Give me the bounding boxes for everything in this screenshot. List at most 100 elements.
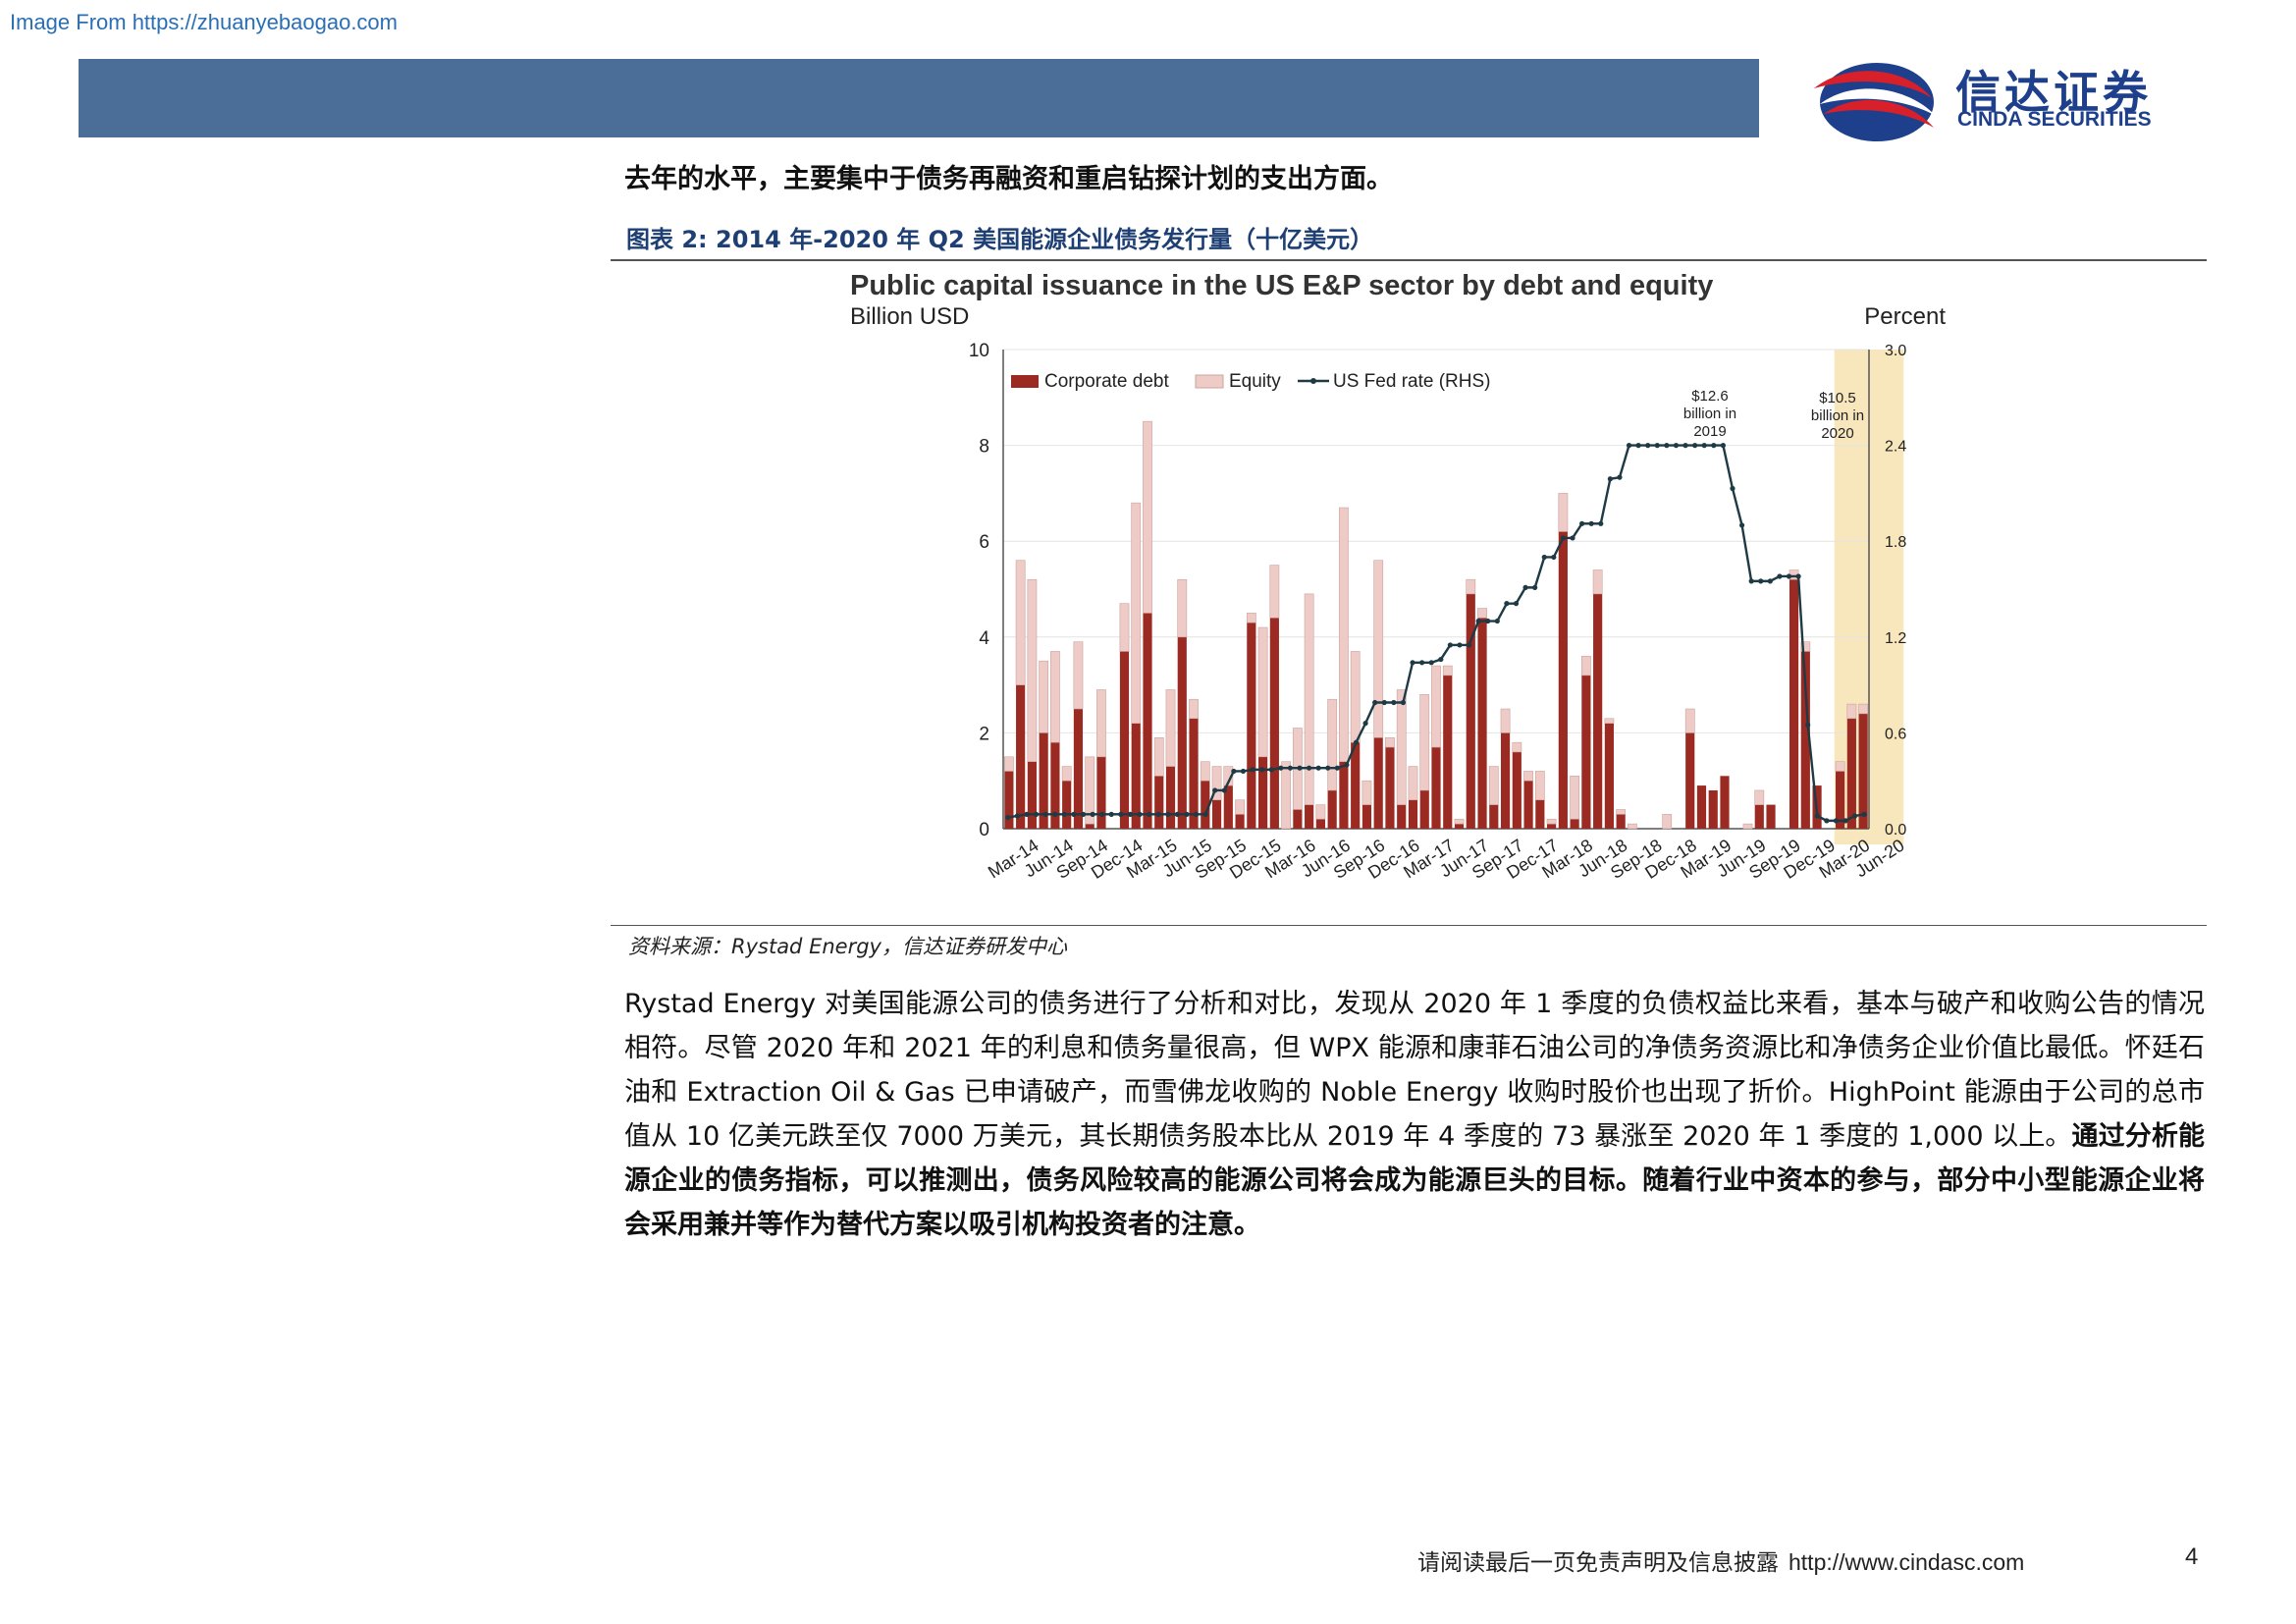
equity-bar	[1396, 689, 1407, 805]
y-tick-right: 1.2	[1885, 630, 1906, 647]
equity-bar	[1558, 493, 1569, 532]
fed-rate-point	[1673, 443, 1680, 449]
fed-rate-point	[1165, 811, 1171, 817]
debt-bar	[1131, 723, 1141, 829]
logo-chinese-text: 信达证券	[1955, 66, 2152, 119]
debt-bar	[1500, 732, 1511, 829]
debt-bar	[1708, 789, 1718, 829]
equity-bar	[1754, 789, 1765, 805]
debt-bar	[1351, 742, 1361, 829]
y-tick-right: 3.0	[1885, 343, 1906, 359]
debt-bar	[1593, 593, 1603, 829]
y-axis-left-label: Billion USD	[850, 303, 969, 330]
debt-bar	[1223, 785, 1233, 829]
debt-bar	[1581, 675, 1591, 829]
fed-rate-point	[1315, 765, 1321, 771]
equity-bar	[1304, 593, 1314, 805]
debt-bar	[1431, 747, 1441, 829]
debt-bar	[1570, 819, 1579, 829]
fed-rate-point	[1645, 443, 1651, 449]
debt-bar	[1165, 766, 1176, 829]
figure-title: 图表 2: 2014 年-2020 年 Q2 美国能源企业债务发行量（十亿美元）	[626, 226, 1374, 253]
y-tick-right: 2.4	[1885, 439, 1906, 456]
debt-bar	[1385, 747, 1395, 829]
fed-rate-point	[1711, 443, 1717, 449]
debt-bar	[1027, 761, 1037, 829]
debt-bar	[1362, 804, 1372, 829]
company-logo: 信达证券 CINDA SECURITIES	[1806, 51, 2218, 149]
fed-rate-point	[1824, 818, 1830, 824]
debt-bar	[1800, 651, 1810, 829]
debt-bar	[1004, 771, 1014, 829]
equity-bar	[1477, 608, 1487, 619]
equity-bar	[1131, 502, 1142, 724]
equity-bar	[1362, 780, 1372, 805]
equity-bar	[1846, 703, 1857, 720]
footer: 请阅读最后一页免责声明及信息披露 http://www.cindasc.com	[1417, 1543, 2024, 1577]
equity-bar	[1604, 718, 1615, 724]
equity-bar	[1454, 818, 1465, 825]
footer-url[interactable]: http://www.cindasc.com	[1789, 1549, 2025, 1575]
fed-rate-point	[1730, 485, 1735, 492]
debt-bar	[1269, 618, 1279, 829]
fed-rate-point	[1212, 787, 1218, 793]
fed-rate-point	[1137, 811, 1143, 817]
fed-rate-point	[1344, 762, 1350, 768]
fed-rate-point	[1042, 811, 1048, 817]
fed-rate-point	[1193, 811, 1200, 817]
fed-rate-point	[1692, 443, 1698, 449]
chart-annotation: $12.6	[1691, 388, 1729, 405]
fed-rate-point	[1391, 699, 1397, 706]
body-paragraph-normal: Rystad Energy 对美国能源公司的债务进行了分析和对比，发现从 202…	[624, 989, 2205, 1152]
debt-bar	[1397, 804, 1407, 829]
equity-bar	[1408, 766, 1418, 801]
source-link[interactable]: Image From https://zhuanyebaogao.com	[10, 10, 398, 34]
fed-rate-point	[1617, 474, 1623, 480]
fed-rate-point	[1805, 722, 1811, 728]
logo-english-text: CINDA SECURITIES	[1957, 108, 2152, 131]
y-tick-left: 4	[979, 628, 989, 649]
equity-bar	[1327, 698, 1338, 791]
debt-bar	[1177, 636, 1187, 829]
equity-bar	[1546, 818, 1557, 825]
chart-title: Public capital issuance in the US E&P se…	[850, 270, 1713, 301]
fed-rate-point	[1795, 573, 1801, 579]
equity-bar	[1628, 823, 1637, 830]
fed-rate-point	[1127, 811, 1134, 817]
legend-equity-swatch	[1195, 374, 1224, 389]
debt-bar	[1558, 531, 1568, 829]
fed-rate-point	[1767, 578, 1773, 584]
figure-top-rule	[611, 259, 2207, 261]
fed-rate-point	[1551, 554, 1557, 561]
fed-rate-point	[1475, 618, 1481, 624]
fed-rate-point	[1353, 739, 1360, 745]
fed-rate-point	[1541, 554, 1547, 561]
fed-rate-point	[1447, 642, 1453, 648]
debt-bar	[1258, 756, 1268, 829]
fed-rate-point	[1419, 660, 1425, 666]
debt-bar	[1315, 819, 1325, 829]
legend-debt-swatch	[1011, 375, 1039, 388]
debt-bar	[1096, 756, 1106, 829]
fed-rate-point	[1278, 765, 1284, 771]
fed-rate-point	[1306, 765, 1312, 771]
equity-bar	[1096, 689, 1106, 758]
equity-bar	[1315, 804, 1326, 820]
equity-bar	[1143, 420, 1152, 614]
equity-bar	[1061, 766, 1072, 782]
figure-source: 资料来源：Rystad Energy，信达证券研发中心	[628, 935, 1067, 958]
fed-rate-point	[1522, 584, 1528, 590]
fed-rate-point	[1758, 578, 1764, 584]
debt-bar	[1305, 804, 1314, 829]
debt-bar	[1466, 593, 1475, 829]
equity-bar	[1165, 689, 1176, 767]
fed-rate-point	[1287, 765, 1294, 771]
chart-annotation: 2019	[1693, 423, 1726, 440]
debt-bar	[1235, 814, 1245, 829]
fed-rate-point	[1362, 721, 1368, 727]
debt-bar	[1154, 776, 1164, 829]
equity-bar	[1246, 613, 1256, 623]
fed-rate-point	[1748, 578, 1754, 584]
debt-bar	[1119, 651, 1130, 829]
chart-annotation: billion in	[1683, 406, 1736, 422]
